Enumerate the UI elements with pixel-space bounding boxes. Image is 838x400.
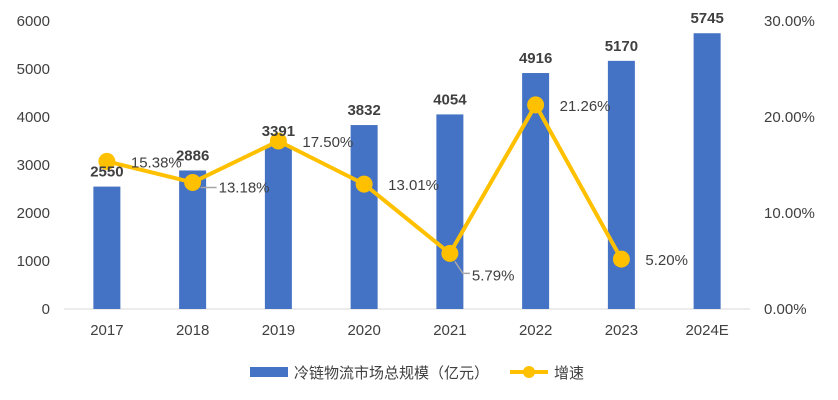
left-axis-tick-label: 5000 — [17, 61, 50, 78]
left-axis-tick-label: 0 — [42, 301, 50, 318]
x-axis-tick-label: 2018 — [176, 322, 209, 339]
legend-line-marker — [523, 366, 535, 378]
bar — [693, 33, 721, 310]
growth-point — [355, 175, 373, 193]
bar-value-label: 5170 — [605, 38, 638, 55]
right-axis-tick-label: 10.00% — [764, 205, 815, 222]
bar — [436, 114, 464, 310]
x-axis-tick-label: 2022 — [519, 322, 552, 339]
leader-line — [454, 260, 470, 275]
growth-value-label: 13.18% — [219, 179, 270, 196]
x-axis-tick-label: 2021 — [433, 322, 466, 339]
leader-lines — [200, 186, 470, 275]
bar — [607, 60, 635, 310]
legend: 冷链物流市场总规模（亿元） 增速 — [250, 365, 584, 382]
growth-point — [441, 244, 459, 262]
x-axis-tick-label: 2024E — [685, 322, 728, 339]
bar — [179, 170, 207, 309]
x-axis-tick-label: 2019 — [262, 322, 295, 339]
right-axis-tick-label: 30.00% — [764, 13, 815, 30]
x-axis: 2017 2018 2019 2020 2021 2022 2023 2024E — [90, 322, 729, 339]
bar-value-label: 3391 — [262, 123, 295, 140]
right-axis: 0.00% 10.00% 20.00% 30.00% — [764, 13, 815, 318]
growth-line-series — [98, 96, 630, 268]
growth-value-label: 21.26% — [560, 98, 611, 115]
growth-point — [269, 132, 287, 150]
bar — [264, 146, 292, 309]
bar-value-label: 4916 — [519, 50, 552, 67]
growth-value-label: 5.20% — [645, 252, 688, 269]
bar-series — [93, 33, 721, 310]
bar-value-labels: 2550 2886 3391 3832 4054 4916 5170 5745 — [90, 10, 724, 180]
legend-bar-swatch — [250, 367, 288, 377]
bar-value-label: 3832 — [347, 102, 380, 119]
right-axis-tick-label: 20.00% — [764, 109, 815, 126]
bar — [350, 125, 378, 310]
left-axis-tick-label: 1000 — [17, 253, 50, 270]
bar — [93, 186, 121, 309]
left-axis-tick-label: 3000 — [17, 157, 50, 174]
legend-bar-label: 冷链物流市场总规模（亿元） — [294, 365, 489, 382]
legend-line-label: 增速 — [554, 365, 584, 382]
left-axis-tick-label: 6000 — [17, 13, 50, 30]
growth-point — [184, 173, 202, 191]
x-axis-tick-label: 2017 — [90, 322, 123, 339]
bar-value-label: 4054 — [433, 91, 467, 108]
x-axis-tick-label: 2023 — [605, 322, 638, 339]
growth-point — [527, 96, 545, 114]
growth-value-label: 17.50% — [302, 134, 353, 151]
right-axis-tick-label: 0.00% — [764, 301, 807, 318]
left-axis-tick-label: 4000 — [17, 109, 50, 126]
bar-value-label: 5745 — [690, 10, 723, 27]
growth-point — [98, 152, 116, 170]
left-axis: 0 1000 2000 3000 4000 5000 6000 — [17, 13, 50, 318]
left-axis-tick-label: 2000 — [17, 205, 50, 222]
bar-value-label: 2550 — [90, 164, 123, 181]
bar-value-label: 2886 — [176, 147, 209, 164]
growth-value-label: 15.38% — [131, 154, 182, 171]
growth-value-labels: 15.38% 13.18% 17.50% 13.01% 5.79% 21.26% 5.20% — [131, 98, 688, 285]
growth-value-label: 13.01% — [388, 177, 439, 194]
growth-point — [612, 250, 630, 268]
x-axis-tick-label: 2020 — [347, 322, 380, 339]
growth-value-label: 5.79% — [472, 267, 515, 284]
